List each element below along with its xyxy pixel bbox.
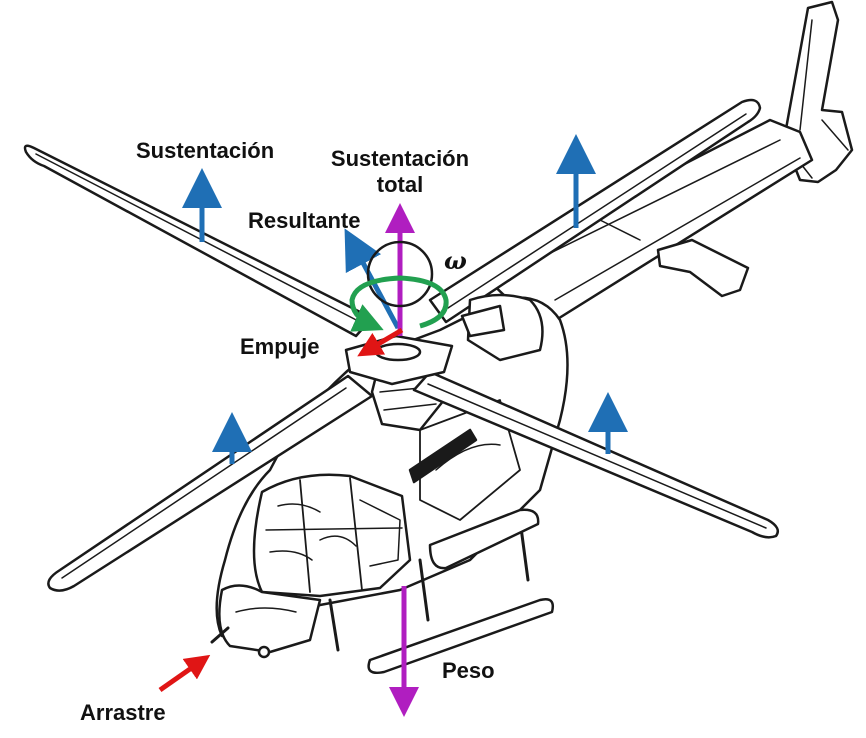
rotation-axis-circle — [366, 240, 434, 308]
force-arrows — [158, 134, 628, 717]
drag-arrow — [158, 654, 211, 693]
dark-vent — [408, 428, 478, 484]
total-lift-label-line1: Sustentación — [330, 146, 470, 171]
thrust-arrow — [357, 327, 404, 357]
total-lift-label-line2: total — [376, 172, 424, 197]
landing-skid-right — [428, 508, 540, 570]
resultant-arrow — [344, 228, 401, 330]
landing-skid-left — [367, 598, 554, 674]
weight-label: Peso — [442, 658, 495, 683]
omega-label: ω — [444, 246, 467, 275]
helicopter-drawing — [23, 0, 854, 674]
total-lift-label: Sustentación total — [314, 146, 486, 198]
cockpit-canopy — [252, 473, 412, 598]
rotation-arrow — [349, 275, 449, 332]
drag-label: Arrastre — [80, 700, 166, 725]
lift-label: Sustentación — [136, 138, 275, 163]
horizontal-stabilizer — [656, 238, 750, 298]
nose — [218, 584, 322, 654]
rotor-blade-front-left — [47, 374, 374, 592]
resultant-label: Resultante — [248, 208, 361, 233]
rotor-blade-front-right — [412, 370, 779, 539]
thrust-label: Empuje — [240, 334, 320, 359]
